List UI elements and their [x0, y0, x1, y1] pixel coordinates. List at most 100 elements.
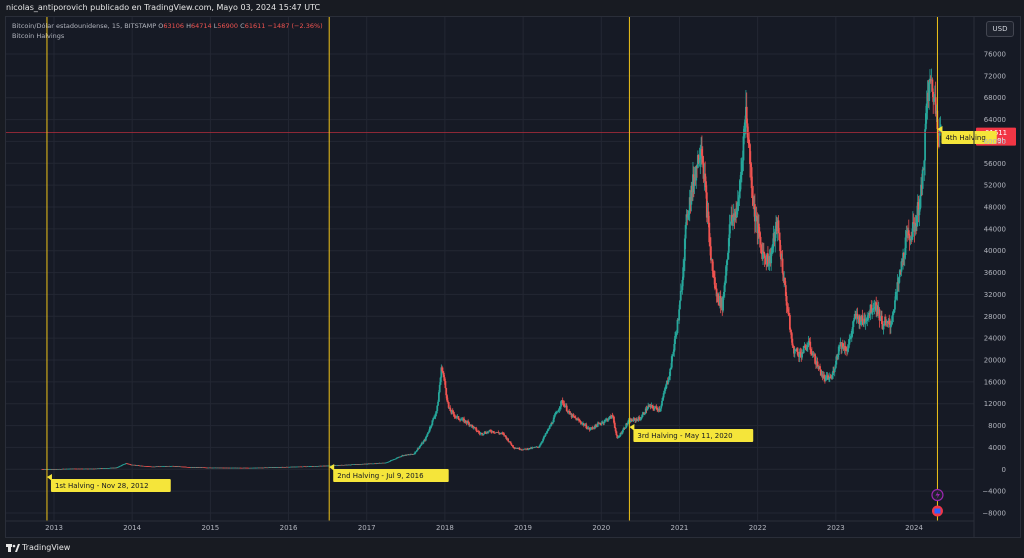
candle-body	[829, 376, 832, 378]
x-tick-label: 2021	[671, 524, 689, 532]
candle-body	[884, 320, 887, 322]
candle-body	[440, 367, 443, 378]
candle-body	[425, 435, 428, 438]
candle-body	[925, 103, 928, 114]
high-value: 64714	[191, 22, 212, 30]
candle-body	[788, 313, 790, 316]
candle-body	[771, 248, 773, 253]
candle-body	[117, 466, 120, 468]
candle-body	[766, 253, 769, 266]
candle-body	[572, 414, 575, 417]
candle-body	[595, 424, 597, 426]
candle-body	[806, 345, 809, 348]
candle-body	[652, 406, 654, 409]
candle-body	[434, 413, 437, 417]
candle-body	[398, 456, 401, 458]
candle-body	[444, 381, 447, 389]
candle-body	[939, 124, 942, 129]
candle-body	[437, 392, 440, 402]
candle-body	[758, 233, 761, 237]
candle-body	[907, 230, 910, 236]
y-tick-label: 76000	[984, 51, 1006, 59]
candle-body	[547, 428, 550, 430]
candle-body	[638, 417, 641, 419]
candle-body	[750, 167, 753, 189]
candle-body	[670, 367, 672, 369]
candle-body	[589, 428, 592, 430]
y-tick-label: 40000	[984, 247, 1006, 255]
candle-body	[823, 375, 825, 378]
candle-body	[697, 155, 700, 163]
x-tick-label: 2014	[123, 524, 141, 532]
candle-body	[578, 420, 581, 422]
candle-body	[573, 416, 576, 418]
currency-button[interactable]: USD	[986, 21, 1014, 37]
candle-body	[895, 291, 898, 293]
candle-body	[129, 464, 132, 465]
candle-body	[557, 409, 560, 412]
candle-body	[673, 344, 676, 352]
candle-body	[785, 296, 788, 306]
candle-body	[631, 420, 634, 422]
candle-body	[841, 342, 844, 348]
candle-body	[924, 129, 926, 161]
x-tick-label: 2017	[358, 524, 376, 532]
candle-body	[889, 324, 892, 328]
halving-label: 2nd Halving - Jul 9, 2016	[337, 472, 424, 480]
candle-body	[690, 185, 693, 205]
candle-body	[499, 433, 502, 434]
candle-body	[711, 259, 714, 271]
candle-body	[429, 427, 431, 431]
candle-body	[774, 228, 777, 242]
candle-body	[512, 447, 515, 449]
candle-body	[917, 202, 920, 216]
candle-body	[908, 235, 911, 241]
candle-body	[825, 375, 828, 377]
candle-body	[437, 401, 439, 406]
candle-body	[669, 368, 672, 377]
candle-body	[702, 162, 705, 179]
candle-body	[681, 279, 684, 291]
candle-body	[556, 411, 559, 413]
candle-body	[484, 432, 487, 434]
candle-body	[432, 418, 435, 421]
candle-body	[545, 432, 548, 434]
candle-body	[933, 98, 935, 102]
y-tick-label: 16000	[984, 378, 1006, 386]
candle-body	[767, 263, 770, 266]
candle-body	[722, 296, 725, 311]
candle-body	[704, 173, 707, 182]
candle-body	[501, 432, 504, 434]
candle-body	[563, 403, 566, 407]
candle-body	[838, 345, 841, 347]
candle-body	[914, 222, 917, 232]
candle-body	[701, 155, 704, 163]
candle-body	[559, 406, 562, 409]
candle-body	[543, 436, 545, 439]
y-tick-label: 12000	[984, 400, 1006, 408]
candle-body	[894, 300, 896, 310]
candle-body	[118, 466, 121, 467]
candle-body	[394, 458, 397, 460]
candle-body	[583, 425, 586, 426]
candle-body	[851, 327, 854, 331]
candle-body	[898, 270, 901, 277]
candle-body	[905, 231, 908, 238]
candle-body	[865, 321, 868, 322]
candle-body	[664, 388, 667, 391]
candle-body	[542, 438, 545, 442]
candle-body	[809, 341, 812, 350]
candle-body	[661, 400, 663, 406]
candle-body	[828, 376, 831, 379]
candle-body	[762, 251, 765, 254]
candle-body	[486, 431, 488, 434]
candle-body	[644, 408, 647, 414]
y-tick-label: 36000	[984, 269, 1006, 277]
candle-body	[616, 435, 619, 438]
candle-body	[656, 407, 659, 410]
candle-body	[873, 307, 876, 309]
candle-body	[789, 329, 792, 333]
candle-body	[503, 433, 505, 436]
